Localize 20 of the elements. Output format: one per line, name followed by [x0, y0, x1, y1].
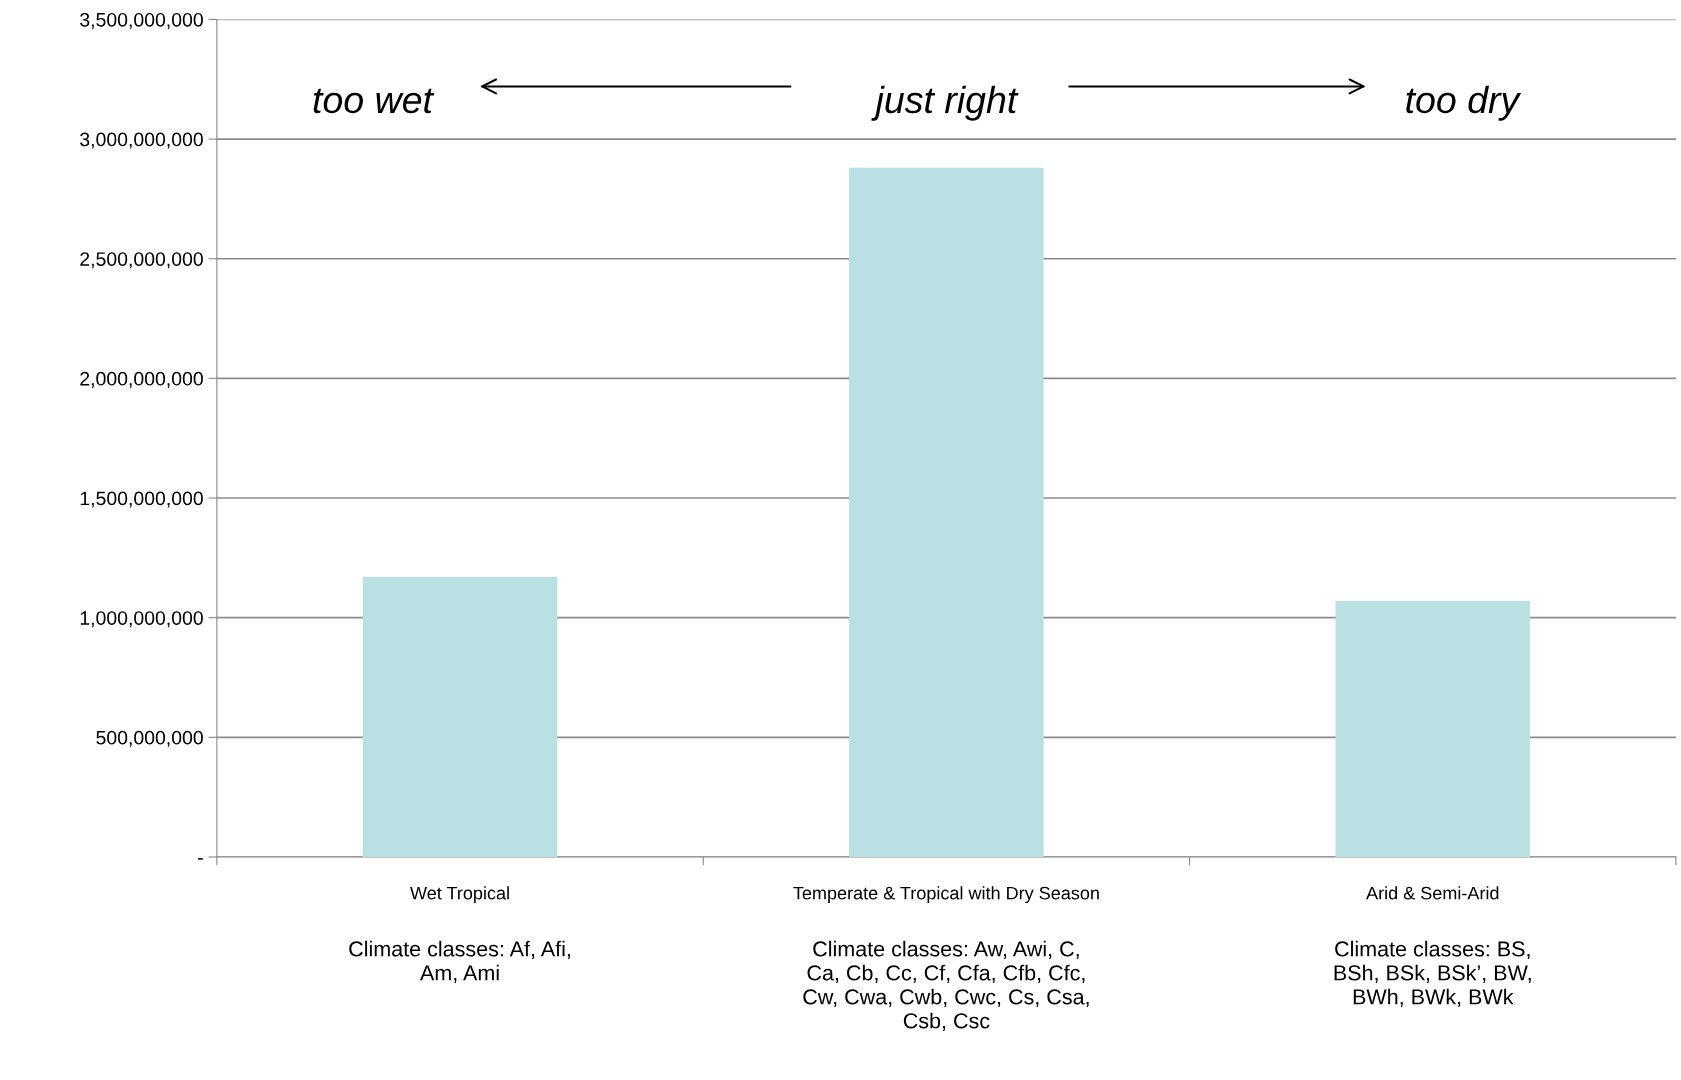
y-tick-label: - [198, 858, 203, 860]
bar [1335, 600, 1531, 857]
bar [849, 167, 1044, 857]
y-tick-label: 500,000,000 [96, 730, 203, 747]
annotation: too dry [1406, 85, 1522, 121]
y-tick-label: 1,000,000,000 [80, 611, 203, 628]
x-tick-label: Temperate & Tropical with Dry Season [793, 886, 1099, 904]
text: Climate classes: BS, BSh, BSk, BSk’, BW, BWh, BWk, BWk [1334, 940, 1531, 1008]
annotation: too wet [313, 88, 435, 114]
y-tick-label: 1,500,000,000 [80, 491, 203, 508]
bar [362, 577, 558, 857]
text: Climate classes: Af, Afi, Am, Ami [349, 940, 570, 984]
x-tick-label: Arid & Semi-Arid [1366, 886, 1499, 900]
x-tick-label: Wet Tropical [410, 886, 509, 904]
y-tick-label: 2,500,000,000 [80, 252, 203, 269]
text: Climate classes: Aw, Awi, C, Ca, Cb, Cc, Cf, Cfa, Cfb, Cfc, Cw, Cwa, Cwb, Cwc, Cs, Csa, Csb, Csc [803, 940, 1089, 1031]
annotation: just right [871, 85, 1019, 121]
y-tick-label: 3,500,000,000 [80, 12, 203, 29]
y-tick-label: 2,000,000,000 [80, 371, 203, 388]
y-tick-label: 3,000,000,000 [80, 132, 203, 149]
